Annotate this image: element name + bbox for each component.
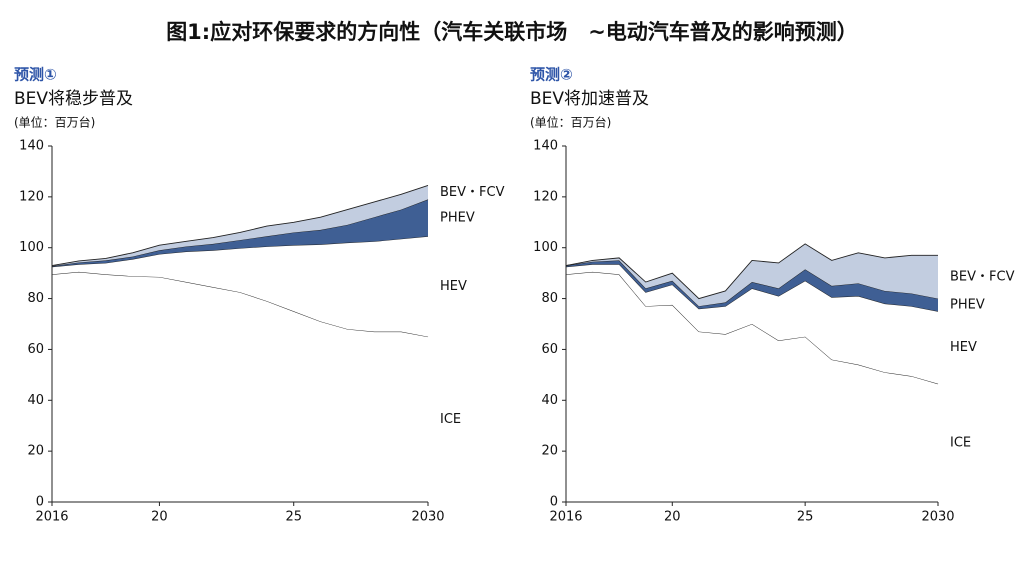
y-tick-label: 40 <box>541 393 558 408</box>
y-tick-label: 20 <box>541 444 558 459</box>
area-3 <box>566 243 938 307</box>
x-tick-label: 20 <box>664 510 681 525</box>
chart-subtitle: 预测② <box>530 66 573 84</box>
x-tick-label: 20 <box>151 510 168 525</box>
area-0 <box>566 271 938 502</box>
area-line <box>565 243 938 300</box>
x-tick-label: 25 <box>285 510 302 525</box>
series-label: HEV <box>440 279 467 294</box>
series-label: PHEV <box>950 297 985 312</box>
x-tick-label: 2030 <box>411 510 444 525</box>
series-label: PHEV <box>440 210 475 225</box>
y-tick-label: 100 <box>533 240 558 255</box>
y-tick-label: 140 <box>533 139 558 154</box>
x-tick-label: 2016 <box>35 510 68 525</box>
chart-title: BEV将稳步普及 <box>14 89 133 109</box>
x-tick-label: 2016 <box>549 510 582 525</box>
y-axis-label: (单位：百万台) <box>530 115 611 130</box>
area-2 <box>52 199 428 267</box>
y-tick-label: 140 <box>19 139 44 154</box>
y-tick-label: 80 <box>27 291 44 306</box>
area-0 <box>52 271 428 502</box>
series-label: HEV <box>950 340 977 355</box>
area-line <box>51 184 429 266</box>
x-tick-label: 25 <box>797 510 814 525</box>
series-label: BEV・FCV <box>950 269 1015 284</box>
y-tick-label: 120 <box>19 189 44 204</box>
series-label: ICE <box>440 412 461 427</box>
y-tick-label: 120 <box>533 189 558 204</box>
y-tick-label: 0 <box>550 495 558 510</box>
y-tick-label: 80 <box>541 291 558 306</box>
x-tick-label: 2030 <box>921 510 954 525</box>
area-1 <box>52 236 428 337</box>
y-tick-label: 40 <box>27 393 44 408</box>
y-tick-label: 0 <box>36 495 44 510</box>
page-title: 图1:应对环保要求的方向性（汽车关联市场 ~电动汽车普及的影响预测） <box>166 20 858 44</box>
y-tick-label: 60 <box>541 342 558 357</box>
area-2 <box>566 260 938 312</box>
y-tick-label: 20 <box>27 444 44 459</box>
chart-subtitle: 预测① <box>14 66 57 84</box>
area-1 <box>566 264 938 384</box>
series-label: ICE <box>950 435 971 450</box>
y-tick-label: 100 <box>19 240 44 255</box>
y-axis-label: (单位：百万台) <box>14 115 95 130</box>
chart-title: BEV将加速普及 <box>530 89 649 109</box>
y-tick-label: 60 <box>27 342 44 357</box>
series-label: BEV・FCV <box>440 185 505 200</box>
